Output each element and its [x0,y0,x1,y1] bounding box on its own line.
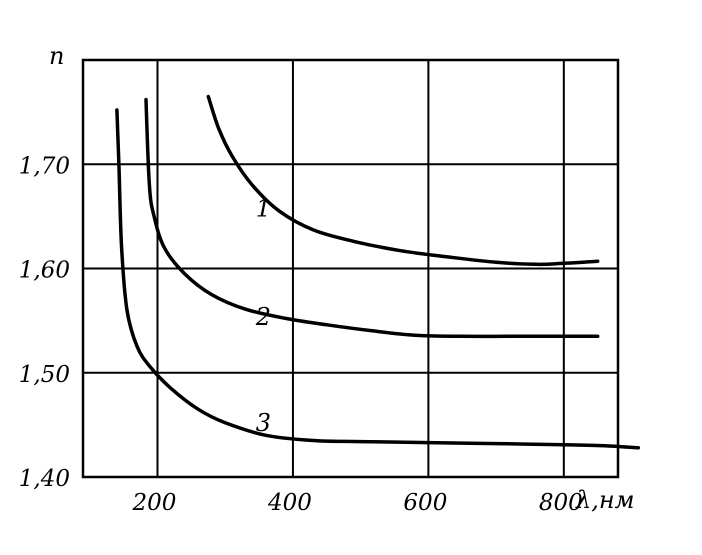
x-axis-title: λ,нм [575,486,635,514]
x-tick-label: 800 [539,490,583,516]
y-tick-label: 1,50 [19,362,70,388]
series-1-curve [206,94,600,267]
x-tick-label: 200 [132,490,177,516]
y-tick-label: 1,40 [19,466,70,492]
series-3-curve [115,108,641,450]
curve-layer [115,94,641,450]
x-tick-label: 400 [267,490,312,516]
series-2-curve [144,97,600,339]
y-tick-label: 1,60 [19,258,70,284]
y-axis-title: n [49,42,64,70]
series-2-label: 2 [255,303,271,331]
y-tick-label: 1,70 [19,153,70,179]
series-3-label: 3 [256,409,271,437]
series-1-label: 1 [256,194,271,222]
x-tick-label: 600 [403,490,447,516]
label-layer: 200 400 600 800 1,40 1,50 1,60 1,70 1 2 3 [19,153,583,516]
grid-layer [81,58,620,479]
